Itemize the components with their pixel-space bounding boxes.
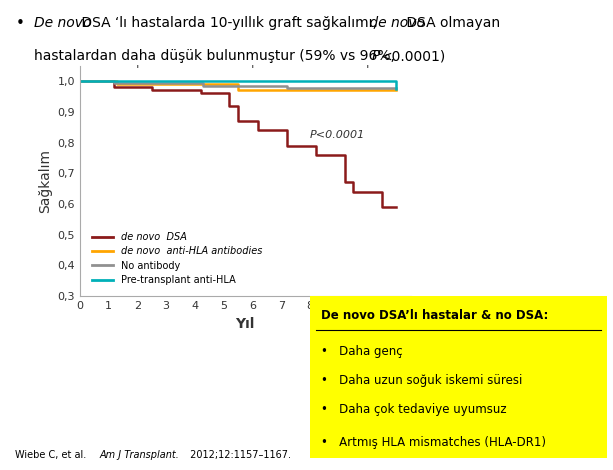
Text: ': ' [366,63,369,77]
Text: •   Artmış HLA mismatches (HLA-DR1): • Artmış HLA mismatches (HLA-DR1) [321,436,546,448]
Text: ': ' [135,63,139,77]
Text: DSA olmayan: DSA olmayan [402,16,500,31]
Legend: de novo  DSA, de novo  anti-HLA antibodies, No antibody, Pre-transplant anti-HLA: de novo DSA, de novo anti-HLA antibodies… [88,228,266,289]
Text: Wiebe C, et al.: Wiebe C, et al. [15,450,89,460]
Text: de novo: de novo [365,16,425,31]
Text: Am J Transplant.: Am J Transplant. [99,450,179,460]
Text: •   Daha genç: • Daha genç [321,345,403,358]
Text: •: • [15,16,24,31]
Text: 2012;12:1157–1167.: 2012;12:1157–1167. [187,450,291,460]
Text: De novo: De novo [34,16,91,31]
Text: P: P [371,49,380,63]
Text: •   Daha uzun soğuk iskemi süresi: • Daha uzun soğuk iskemi süresi [321,374,523,387]
Text: P<0.0001: P<0.0001 [310,130,365,140]
X-axis label: Yıl: Yıl [235,316,255,330]
Text: •   Daha çok tedaviye uyumsuz: • Daha çok tedaviye uyumsuz [321,403,507,416]
Text: De novo DSA’lı hastalar & no DSA:: De novo DSA’lı hastalar & no DSA: [321,309,549,322]
Text: hastalardan daha düşük bulunmuştur (59% vs 96%,: hastalardan daha düşük bulunmuştur (59% … [34,49,399,63]
Text: <0.0001): <0.0001) [380,49,445,63]
Text: ': ' [251,63,254,77]
Text: DSA ‘lı hastalarda 10-yıllık graft sağkalımı,: DSA ‘lı hastalarda 10-yıllık graft sağka… [77,16,376,31]
Y-axis label: Sağkalım: Sağkalım [37,149,51,213]
